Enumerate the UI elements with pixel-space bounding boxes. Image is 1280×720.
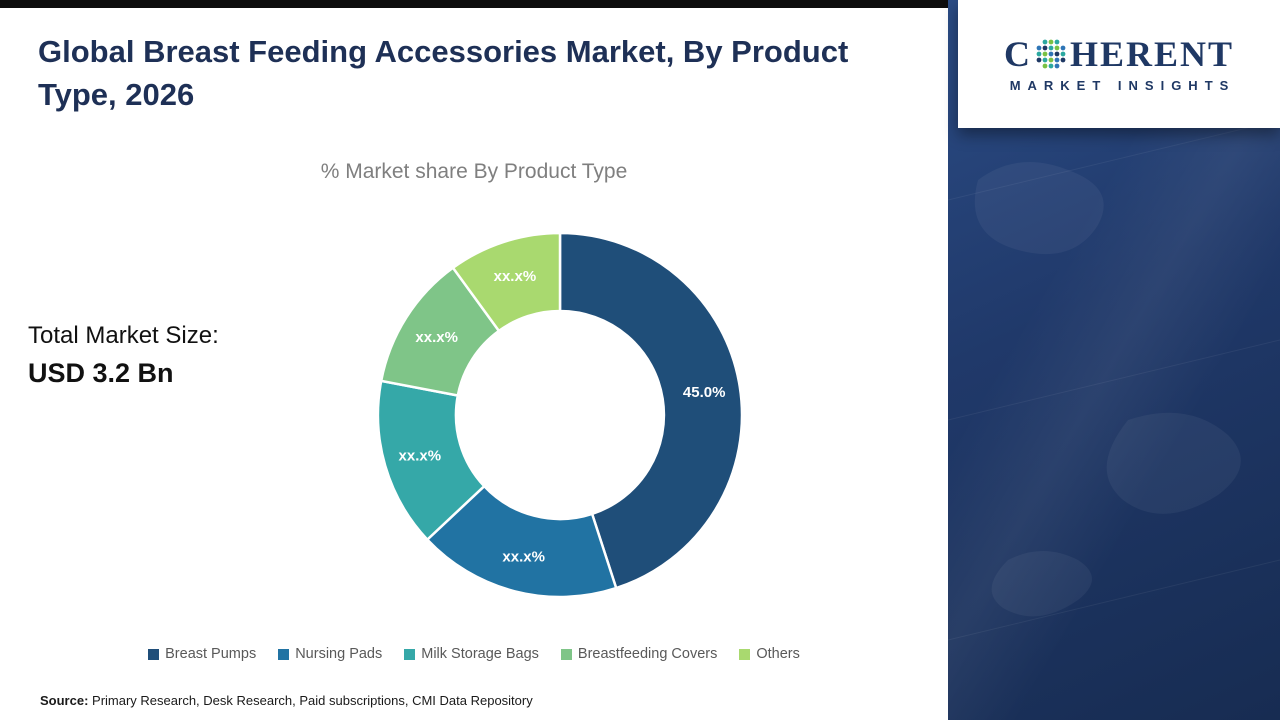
source-label: Source:	[40, 693, 89, 708]
legend-swatch	[739, 648, 751, 660]
donut-segment-label: 45.0%	[683, 384, 726, 401]
donut-segment-others	[451, 231, 562, 333]
brand-logo: C HERENT	[1004, 36, 1234, 72]
donut-segment-breast-pumps	[558, 231, 744, 590]
source-text: Primary Research, Desk Research, Paid su…	[88, 693, 533, 708]
legend-swatch	[278, 648, 290, 660]
legend-label: Breastfeeding Covers	[577, 646, 718, 662]
chart-legend: Breast Pumps Nursing Pads Milk Storage Bag…	[0, 646, 948, 662]
legend-swatch	[560, 648, 572, 660]
total-market-size-label: Total Market Size:	[28, 322, 219, 349]
legend-label: Nursing Pads	[295, 646, 383, 662]
donut-segment-label: xx.x%	[415, 329, 458, 346]
donut-segment-nursing-pads	[426, 484, 618, 599]
legend-item-milk-storage-bags: Milk Storage Bags	[404, 646, 539, 662]
world-map-decoration	[948, 119, 1280, 641]
total-market-size-block: Total Market Size: USD 3.2 Bn	[28, 322, 219, 389]
legend-item-nursing-pads: Nursing Pads	[278, 646, 382, 662]
donut-segment-label: xx.x%	[494, 268, 537, 285]
legend-label: Breast Pumps	[165, 646, 257, 662]
total-market-size-value: USD 3.2 Bn	[28, 358, 174, 388]
source-note: Source: Primary Research, Desk Research,…	[40, 693, 533, 708]
chart-subtitle: % Market share By Product Type	[320, 160, 628, 183]
legend-label: Milk Storage Bags	[421, 646, 539, 662]
top-border-strip	[0, 0, 1280, 8]
logo-suffix: HERENT	[1069, 33, 1235, 74]
legend-item-others: Others	[739, 646, 800, 662]
donut-segment-label: xx.x%	[502, 548, 545, 565]
legend-item-breastfeeding-covers: Breastfeeding Covers	[560, 646, 718, 662]
page-title: Global Breast Feeding Accessories Market…	[38, 34, 849, 113]
legend-label: Others	[756, 646, 800, 662]
legend-swatch	[148, 648, 160, 660]
donut-segment-label: xx.x%	[399, 448, 442, 465]
legend-item-breast-pumps: Breast Pumps	[148, 646, 256, 662]
donut-chart: 45.0% xx.x% xx.x% xx.x% xx.x%	[376, 231, 744, 599]
dotted-globe-icon	[1036, 39, 1066, 68]
logo-prefix: C	[1003, 33, 1032, 74]
brand-logo-card: C HERENT MARKET INSIGHTS	[958, 0, 1280, 128]
brand-tagline: MARKET INSIGHTS	[1009, 77, 1236, 93]
legend-swatch	[404, 648, 416, 660]
